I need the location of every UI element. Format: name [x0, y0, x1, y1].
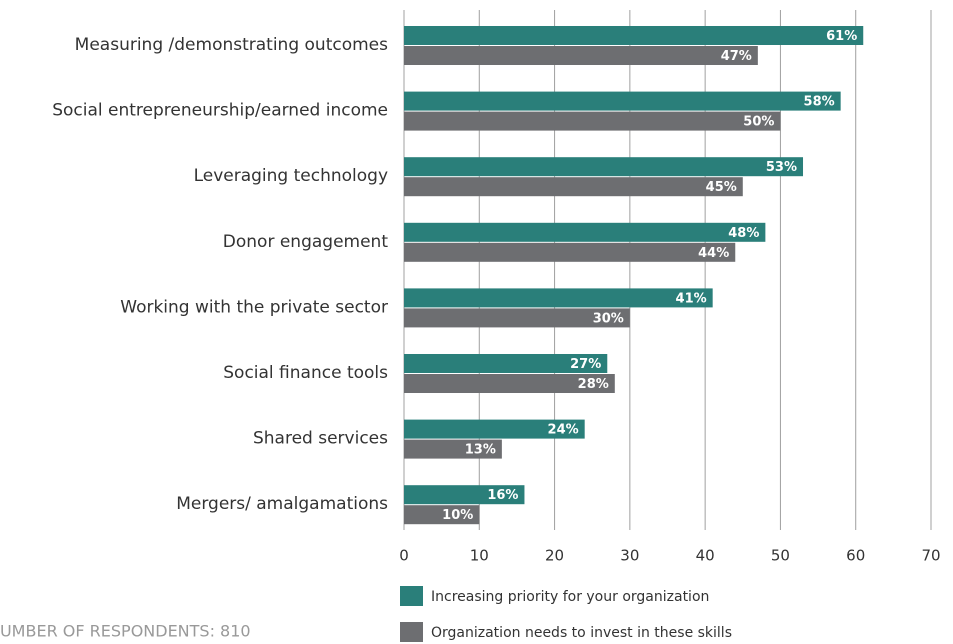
value-label: 27%: [570, 357, 601, 372]
x-tick-label: 40: [696, 547, 715, 565]
bar: [404, 222, 766, 242]
bar: [404, 308, 630, 328]
bar: [404, 91, 841, 111]
x-tick-label: 70: [921, 547, 940, 565]
x-tick-label: 50: [771, 547, 790, 565]
category-label: Mergers/ amalgamations: [176, 494, 388, 514]
value-label: 53%: [766, 160, 797, 175]
category-label: Shared services: [253, 429, 388, 449]
x-tick-label: 10: [470, 547, 489, 565]
value-label: 58%: [804, 95, 835, 110]
bar: [404, 505, 480, 525]
category-label: Leveraging technology: [194, 166, 388, 186]
bar: [404, 46, 758, 65]
bar: [404, 288, 713, 308]
value-label: 13%: [465, 443, 496, 458]
value-label: 28%: [578, 377, 609, 392]
bar: [404, 177, 743, 197]
value-label: 41%: [676, 291, 707, 306]
bar: [404, 374, 615, 393]
value-label: 30%: [593, 311, 624, 326]
legend-swatch: [400, 586, 423, 606]
bar: [404, 26, 864, 45]
value-label: 45%: [706, 180, 737, 195]
value-label: 50%: [743, 115, 774, 130]
bar: [404, 157, 804, 177]
value-label: 24%: [548, 423, 579, 438]
legend-label: Organization needs to invest in these sk…: [431, 625, 732, 641]
value-label: 44%: [698, 246, 729, 261]
category-label: Donor engagement: [223, 232, 389, 252]
value-label: 47%: [721, 49, 752, 64]
bar: [404, 242, 736, 262]
value-label: 61%: [826, 29, 857, 44]
bar: [404, 485, 525, 505]
category-label: Social finance tools: [223, 363, 388, 383]
legend-swatch: [400, 622, 423, 642]
category-label: Measuring /demonstrating outcomes: [75, 35, 388, 55]
value-label: 10%: [442, 508, 473, 523]
bar: [404, 439, 502, 459]
footnote: NUMBER OF RESPONDENTS: 810: [0, 622, 251, 641]
x-tick-label: 20: [545, 547, 564, 565]
bar: [404, 419, 585, 439]
x-tick-label: 30: [620, 547, 639, 565]
bar: [404, 354, 608, 373]
legend-label: Increasing priority for your organizatio…: [431, 589, 709, 605]
category-label: Working with the private sector: [120, 297, 388, 317]
x-tick-label: 0: [399, 547, 409, 565]
x-tick-label: 60: [846, 547, 865, 565]
bar: [404, 111, 781, 131]
value-label: 16%: [487, 488, 518, 503]
category-label: Social entrepreneurship/earned income: [52, 101, 388, 121]
value-label: 48%: [728, 226, 759, 241]
